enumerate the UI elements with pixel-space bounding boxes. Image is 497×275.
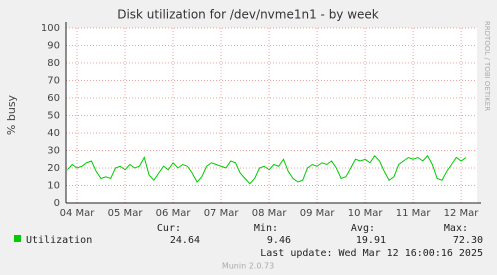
y-tick-label: 100: [41, 23, 60, 34]
legend-swatch: [14, 235, 21, 242]
y-tick-label: 30: [47, 146, 60, 157]
chart-title: Disk utilization for /dev/nvme1n1 - by w…: [117, 8, 379, 22]
y-tick-label: 80: [47, 58, 60, 69]
x-tick-label: 05 Mar: [108, 208, 144, 219]
stat-name: Avg:: [351, 223, 375, 234]
y-tick-label: 20: [47, 163, 60, 174]
side-label: RRDTOOL / TOBI OETIKER: [483, 21, 491, 111]
plot-area: [66, 28, 477, 203]
y-tick-label: 50: [47, 111, 60, 122]
x-tick-label: 08 Mar: [252, 208, 288, 219]
y-tick-label: 70: [47, 76, 60, 87]
y-axis-label: % busy: [5, 94, 18, 135]
x-tick-label: 12 Mar: [444, 208, 480, 219]
x-tick-label: 10 Mar: [348, 208, 384, 219]
stat-name: Max:: [444, 223, 468, 234]
stat-value: 19.91: [356, 235, 386, 246]
stat-value: 9.46: [267, 235, 291, 246]
legend-label: Utilization: [26, 235, 92, 246]
x-tick-label: 07 Mar: [204, 208, 240, 219]
y-tick-label: 90: [47, 41, 60, 52]
last-update: Last update: Wed Mar 12 16:00:16 2025: [260, 248, 483, 259]
y-tick-label: 40: [47, 128, 60, 139]
y-tick-label: 60: [47, 93, 60, 104]
y-tick-label: 10: [47, 181, 60, 192]
x-tick-label: 09 Mar: [300, 208, 336, 219]
x-tick-label: 11 Mar: [396, 208, 432, 219]
stat-value: 24.64: [170, 235, 200, 246]
x-tick-label: 06 Mar: [156, 208, 192, 219]
x-tick-label: 04 Mar: [60, 208, 96, 219]
stat-name: Cur:: [157, 223, 181, 234]
data-line: [67, 154, 467, 185]
y-tick-label: 0: [54, 198, 60, 209]
footer: Munin 2.0.73: [222, 262, 274, 271]
stat-value: 72.30: [453, 235, 483, 246]
stat-name: Min:: [254, 223, 278, 234]
